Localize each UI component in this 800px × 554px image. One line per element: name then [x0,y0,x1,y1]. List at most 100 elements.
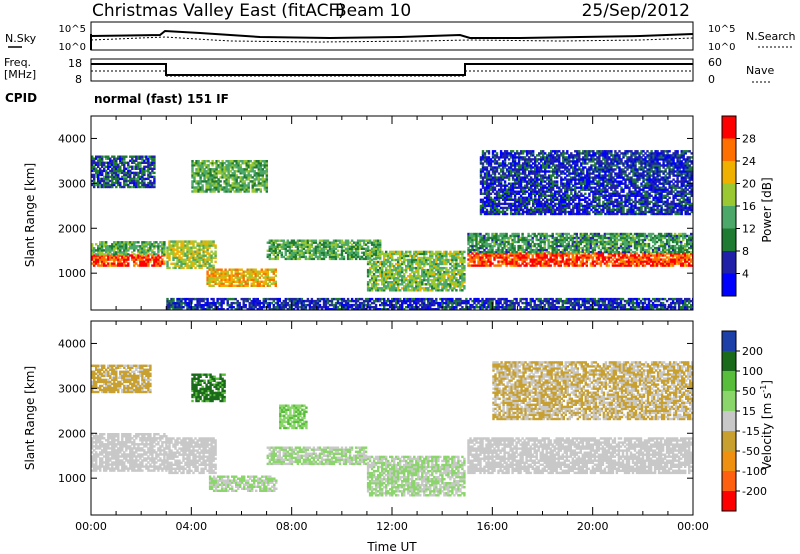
heatmap-cell [515,198,519,201]
heatmap-cell [393,285,396,288]
heatmap-cell [407,275,410,278]
heatmap-cell [558,162,561,165]
heatmap-cell [481,210,485,214]
heatmap-cell [647,234,651,238]
heatmap-cell [481,178,485,181]
heatmap-cell [103,264,106,267]
heatmap-cell [493,188,497,191]
heatmap-cell [109,258,112,261]
heatmap-cell [475,264,478,267]
heatmap-cell [572,194,575,197]
heatmap-cell [690,236,693,240]
heatmap-cell [677,250,681,254]
heatmap-cell [581,248,584,252]
heatmap-cell [298,251,302,254]
heatmap-cell [457,262,460,266]
heatmap-cell [515,192,519,195]
heatmap-cell [184,246,187,249]
heatmap-cell [538,200,541,204]
heatmap-cell [511,164,515,167]
heatmap-cell [168,252,171,255]
heatmap-cell [509,168,513,171]
heatmap-cell [455,260,458,264]
heatmap-cell [536,166,539,169]
heatmap-cell [391,285,394,288]
heatmap-cell [192,250,195,253]
heatmap-cell [322,253,326,256]
heatmap-cell [270,276,273,279]
heatmap-cell [350,253,354,256]
heatmap-cell [153,264,156,267]
heatmap-cell [214,270,217,273]
heatmap-cell [214,272,217,275]
heatmap-cell [517,200,521,204]
heatmap-cell [663,250,667,254]
heatmap-cell [586,206,589,210]
heatmap-cell [403,275,406,278]
heatmap-cell [387,268,390,272]
heatmap-cell [509,244,512,248]
heatmap-cell [403,287,406,290]
heatmap-cell [445,254,448,258]
heatmap-cell [583,236,586,240]
heatmap-cell [272,253,275,256]
heatmap-cell [483,236,486,240]
heatmap-cell [627,256,631,259]
heatmap-cell [123,245,126,248]
heatmap-cell [601,242,605,246]
heatmap-cell [588,210,591,214]
heatmap-cell [615,244,619,248]
heatmap-cell [641,232,645,236]
heatmap-cell [507,176,511,179]
heatmap-cell [501,170,505,173]
heatmap-cell [407,250,410,254]
heatmap-cell [607,252,611,255]
heatmap-cell [532,182,535,185]
heatmap-cell [523,242,526,246]
heatmap-cell [362,239,366,242]
heatmap-cell [505,212,509,216]
heatmap-cell [389,252,392,256]
heatmap-cell [515,176,519,179]
heatmap-cell [350,255,354,259]
heatmap-cell [254,270,257,273]
heatmap-cell [505,250,508,254]
heatmap-cell [366,283,370,286]
heatmap-cell [605,256,609,259]
heatmap-cell [643,260,647,263]
heatmap-cell [270,245,273,248]
heatmap-cell [523,166,527,169]
heatmap-cell [194,246,197,249]
heatmap-cell [387,258,390,262]
heatmap-cell [564,204,567,208]
heatmap-cell [521,196,525,199]
heatmap-cell [451,277,454,280]
heatmap-cell [133,258,136,261]
heatmap-cell [568,178,571,181]
heatmap-cell [383,260,386,264]
heatmap-cell [519,204,523,208]
heatmap-cell [463,279,466,282]
heatmap-cell [556,164,559,167]
heatmap-cell [611,236,615,240]
heatmap-cell [501,206,505,210]
heatmap-cell [541,246,544,250]
heatmap-cell [411,289,414,292]
heatmap-cell [582,198,585,201]
heatmap-cell [457,283,460,286]
heatmap-cell [495,232,498,236]
heatmap-cell [119,260,122,263]
heatmap-cell [121,256,124,259]
heatmap-cell [493,210,497,214]
heatmap-cell [236,272,239,275]
heatmap-cell [617,264,621,267]
heatmap-cell [188,256,191,259]
heatmap-cell [437,250,440,254]
heatmap-cell [554,196,557,199]
heatmap-cell [503,164,507,167]
heatmap-cell [503,174,507,177]
heatmap-cell [515,250,518,254]
heatmap-cell [581,232,584,236]
heatmap-cell [491,150,495,153]
heatmap-cell [437,264,440,268]
